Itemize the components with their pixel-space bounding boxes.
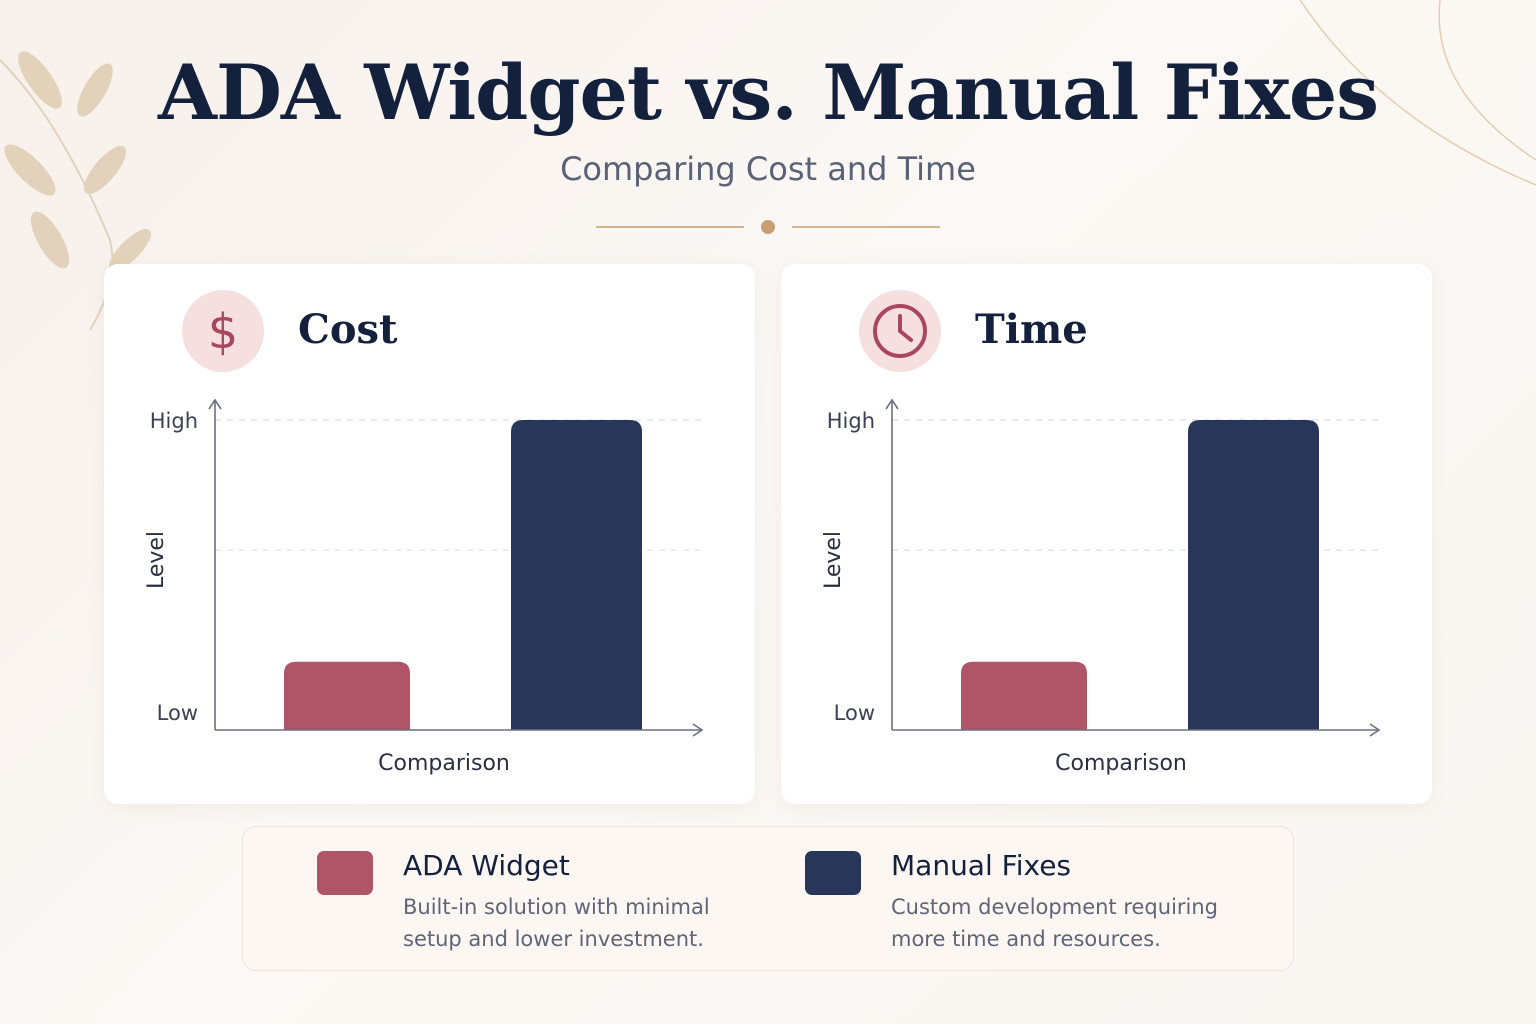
legend-panel: ADA Widget Built-in solution with minima…: [242, 826, 1294, 971]
page-subtitle: Comparing Cost and Time: [560, 150, 976, 188]
page-title: ADA Widget vs. Manual Fixes: [158, 48, 1379, 137]
legend-name-ada-widget: ADA Widget: [403, 849, 570, 882]
manual-fixes-swatch: [805, 851, 861, 895]
legend-item-manual-fixes: Manual Fixes Custom development requirin…: [805, 847, 1265, 957]
x-axis-arrow: [692, 723, 704, 737]
legend-desc-ada-widget: Built-in solution with minimal setup and…: [403, 895, 710, 951]
bar-manual-fixes: [1188, 420, 1319, 730]
cost-chart-title: Cost: [298, 306, 398, 353]
cost-chart-card: $ Cost High Low Level Comparison: [104, 264, 755, 804]
bar-ada-widget: [284, 661, 410, 730]
title-divider: [596, 220, 940, 234]
x-axis-label: Comparison: [378, 751, 510, 776]
ada-widget-swatch: [317, 851, 373, 895]
y-tick-label-high: High: [827, 409, 875, 433]
svg-text:$: $: [208, 304, 239, 360]
x-axis-label: Comparison: [1055, 751, 1187, 776]
y-axis-label: Level: [821, 531, 846, 589]
y-axis-label: Level: [144, 531, 169, 589]
y-axis-arrow: [885, 398, 899, 410]
x-axis-arrow: [1369, 723, 1381, 737]
bar-ada-widget: [961, 661, 1087, 730]
legend-item-ada-widget: ADA Widget Built-in solution with minima…: [317, 847, 777, 957]
legend-desc-manual-fixes: Custom development requiring more time a…: [891, 895, 1219, 951]
y-tick-label-low: Low: [834, 701, 875, 725]
cost-chart: High Low Level Comparison: [144, 398, 704, 776]
legend-name-manual-fixes: Manual Fixes: [891, 849, 1072, 882]
y-tick-label-low: Low: [157, 701, 198, 725]
bar-manual-fixes: [511, 420, 642, 730]
time-chart-title: Time: [975, 306, 1088, 353]
time-chart: High Low Level Comparison: [821, 398, 1381, 776]
y-tick-label-high: High: [150, 409, 198, 433]
clock-icon: [859, 290, 941, 372]
dollar-icon: $: [182, 290, 264, 372]
time-chart-card: Time High Low Level Comparison: [781, 264, 1432, 804]
y-axis-arrow: [208, 398, 222, 410]
